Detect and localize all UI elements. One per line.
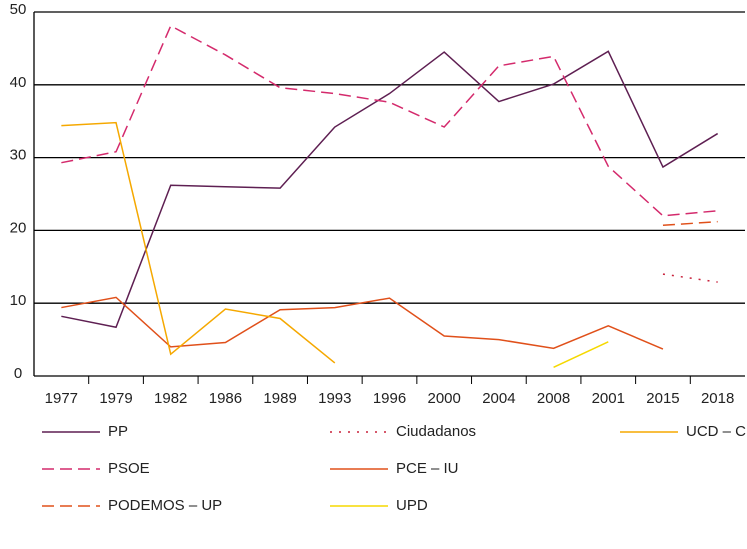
y-tick-label: 30 <box>10 147 27 164</box>
x-tick-label: 1986 <box>209 390 242 407</box>
x-tick-label: 1982 <box>154 390 187 407</box>
legend-label: PCE – IU <box>396 460 459 477</box>
y-tick-label: 50 <box>10 1 27 18</box>
x-tick-label: 1989 <box>263 390 296 407</box>
x-tick-label: 2008 <box>537 390 570 407</box>
series-line <box>662 273 718 283</box>
x-tick-label: 2018 <box>701 390 734 407</box>
x-tick-label: 2000 <box>428 390 461 407</box>
y-tick-label: 40 <box>10 74 27 91</box>
x-tick-label: 2001 <box>592 390 625 407</box>
x-tick-label: 1977 <box>45 390 78 407</box>
series-line <box>61 121 336 364</box>
series-line <box>662 220 718 227</box>
x-tick-label: 1996 <box>373 390 406 407</box>
x-tick-label: 2015 <box>646 390 679 407</box>
series-line <box>553 341 609 368</box>
legend-label: PODEMOS – UP <box>108 497 222 514</box>
legend-label: UCD – CDS <box>686 423 747 440</box>
y-tick-label: 0 <box>14 365 22 382</box>
y-tick-label: 10 <box>10 292 27 309</box>
series-line <box>61 50 719 329</box>
x-tick-label: 1979 <box>99 390 132 407</box>
x-tick-label: 1993 <box>318 390 351 407</box>
legend-label: PSOE <box>108 460 150 477</box>
series-line <box>61 24 718 217</box>
legend-label: Ciudadanos <box>396 423 476 440</box>
legend-label: UPD <box>396 497 428 514</box>
legend-label: PP <box>108 423 128 440</box>
y-tick-label: 20 <box>10 219 27 236</box>
x-tick-label: 2004 <box>482 390 515 407</box>
series-line <box>61 296 664 350</box>
